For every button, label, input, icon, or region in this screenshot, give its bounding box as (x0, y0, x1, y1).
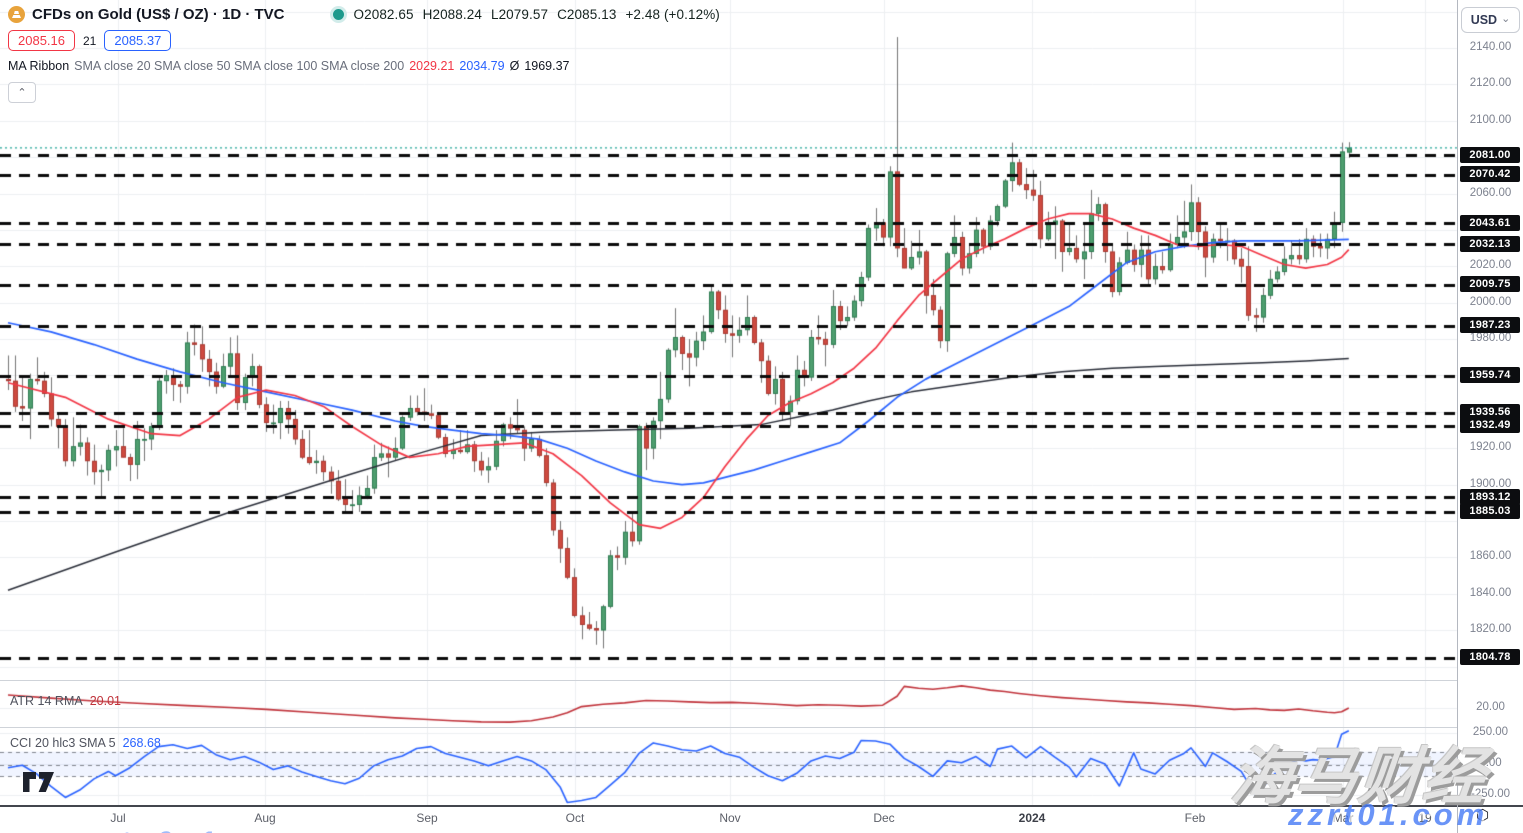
atr-axis-label: 20.00 (1476, 701, 1505, 713)
cci-axis-label: -250.00 (1470, 788, 1510, 800)
symbol-title[interactable]: CFDs on Gold (US$ / OZ) · 1D · TVC (32, 6, 285, 23)
ohlc-values: O2082.65 H2088.24 L2079.57 C2085.13 +2.48 (+… (354, 7, 729, 22)
time-axis-label: Oct (565, 811, 585, 825)
pane-separator-atr[interactable] (0, 680, 1523, 681)
time-axis-label: Jul (110, 811, 126, 825)
collapse-legend-button[interactable]: ⌃ (8, 82, 36, 103)
close-value: C2085.13 (557, 7, 617, 22)
price-level-badge: 1804.78 (1460, 649, 1520, 666)
ma-ribbon-label[interactable]: MA Ribbon (8, 59, 70, 73)
time-axis-label: Nov (719, 811, 741, 825)
price-level-badge: 1959.74 (1460, 367, 1520, 384)
price-level-badge: 1893.12 (1460, 488, 1520, 505)
price-axis-label: 1840.00 (1469, 586, 1512, 599)
price-axis-label: 1980.00 (1469, 332, 1512, 345)
price-axis-label: 2060.00 (1469, 186, 1512, 199)
price-level-badge: 1932.49 (1460, 417, 1520, 434)
price-axis-label: 2140.00 (1469, 41, 1512, 53)
cci-indicator-legend[interactable]: CCI 20 hlc3 SMA 5 268.68 (10, 736, 161, 750)
cci-axis-label: 250.00 (1472, 726, 1509, 738)
cci-value: 268.68 (122, 736, 161, 750)
open-value: O2082.65 (353, 7, 414, 22)
time-axis-label: Feb (1184, 811, 1206, 825)
tradingview-logo[interactable] (22, 771, 56, 793)
sma50-value: 2034.79 (459, 59, 505, 73)
time-axis-label: Mar (1332, 811, 1354, 825)
price-level-badge: 1987.23 (1460, 317, 1520, 334)
atr-indicator-legend[interactable]: ATR 14 RMA 20.01 (10, 694, 121, 708)
currency-label: USD (1470, 13, 1498, 27)
price-axis-label: 2000.00 (1469, 295, 1512, 308)
price-axis-label: 1920.00 (1469, 441, 1512, 454)
price-level-badge: 2081.00 (1460, 146, 1520, 163)
chevron-down-icon: ⌄ (1501, 12, 1511, 25)
time-axis-label: Dec (873, 811, 895, 825)
chevron-up-icon: ⌃ (17, 87, 27, 99)
price-level-badge: 2032.13 (1460, 235, 1520, 252)
price-axis-label: 1900.00 (1469, 477, 1512, 490)
currency-dropdown[interactable]: USD ⌄ (1461, 7, 1520, 33)
atr-label[interactable]: ATR 14 RMA (10, 694, 83, 708)
buy-button[interactable]: 2085.37 (104, 30, 172, 51)
change-value: +2.48 (+0.12%) (625, 7, 720, 22)
chart-legend: CFDs on Gold (US$ / OZ) · 1D · TVC O2082… (8, 6, 729, 103)
price-level-badge: 2043.61 (1460, 214, 1520, 231)
ma-ribbon-params: SMA close 20 SMA close 50 SMA close 100 … (74, 59, 405, 73)
price-axis-label: 2120.00 (1469, 77, 1512, 90)
axis-settings-icon[interactable]: ⬡ (1476, 807, 1490, 824)
sma200-value: 1969.37 (524, 59, 570, 73)
price-axis-border (1457, 0, 1458, 833)
time-axis-label: Aug (254, 811, 276, 825)
sma20-value: 2029.21 (409, 59, 455, 73)
price-level-badge: 2070.42 (1460, 166, 1520, 183)
cci-label[interactable]: CCI 20 hlc3 SMA 5 (10, 736, 116, 750)
sell-button[interactable]: 2085.16 (8, 30, 75, 51)
price-level-badge: 2009.75 (1460, 276, 1520, 293)
time-axis-border (0, 805, 1523, 807)
low-value: L2079.57 (490, 7, 549, 22)
price-level-badge: 1939.56 (1460, 404, 1520, 421)
pane-separator-cci[interactable] (0, 727, 1523, 728)
time-axis-label: Sep (416, 811, 438, 825)
price-axis-label: 2100.00 (1469, 113, 1512, 126)
time-axis[interactable]: Jul Aug Sep Oct Nov Dec 2024 Feb Mar 19 (0, 806, 1523, 833)
price-axis-label: 1860.00 (1469, 550, 1512, 563)
price-axis-label: 2020.00 (1469, 259, 1512, 272)
time-axis-label: 19 (1418, 811, 1432, 825)
time-axis-label: 2024 (1018, 811, 1046, 825)
market-status-dot[interactable] (329, 6, 347, 23)
tradingview-logo-glyph (23, 772, 54, 792)
atr-value: 20.01 (89, 694, 121, 708)
price-axis-label: 1820.00 (1469, 623, 1512, 636)
cci-axis-label: 0.00 (1479, 757, 1502, 769)
high-value: H2088.24 (422, 7, 482, 22)
average-symbol: Ø (509, 59, 520, 73)
gold-coin-icon (8, 6, 25, 23)
price-axis[interactable]: USD ⌄ 2140.00 2120.00 2100.00 2060.00 2020.0… (1458, 0, 1523, 833)
price-level-badge: 1885.03 (1460, 503, 1520, 520)
spread-value: 21 (83, 33, 97, 48)
